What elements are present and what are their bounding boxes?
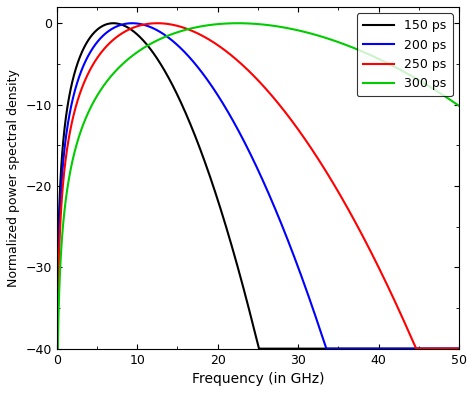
150 ps: [297, 346, 303, 351]
250 ps: [342, 201, 347, 206]
300 ps: [297, 28, 303, 33]
200 ps: [129, 21, 135, 26]
150 ps: [244, 299, 250, 304]
250 ps: [154, 21, 160, 26]
300 ps: [430, 86, 436, 91]
Line: 250 ps: 250 ps: [57, 23, 459, 349]
200 ps: [244, 145, 250, 150]
300 ps: [244, 21, 250, 26]
250 ps: [430, 346, 436, 351]
200 ps: [430, 346, 436, 351]
200 ps: [54, 346, 60, 351]
300 ps: [456, 103, 462, 108]
200 ps: [342, 346, 347, 351]
250 ps: [297, 130, 303, 134]
250 ps: [54, 346, 60, 351]
150 ps: [342, 346, 347, 351]
150 ps: [154, 56, 160, 61]
200 ps: [312, 312, 318, 317]
250 ps: [244, 67, 250, 72]
150 ps: [54, 346, 60, 351]
Legend: 150 ps, 200 ps, 250 ps, 300 ps: 150 ps, 200 ps, 250 ps, 300 ps: [357, 13, 453, 96]
300 ps: [342, 42, 347, 47]
200 ps: [154, 28, 160, 33]
150 ps: [110, 21, 116, 26]
Line: 200 ps: 200 ps: [57, 23, 459, 349]
Line: 300 ps: 300 ps: [57, 23, 459, 349]
250 ps: [155, 21, 160, 26]
150 ps: [312, 346, 318, 351]
200 ps: [297, 270, 303, 275]
250 ps: [312, 152, 318, 156]
300 ps: [154, 38, 160, 43]
150 ps: [430, 346, 436, 351]
300 ps: [312, 32, 318, 37]
300 ps: [235, 21, 241, 26]
300 ps: [54, 346, 60, 351]
X-axis label: Frequency (in GHz): Frequency (in GHz): [191, 372, 324, 386]
250 ps: [456, 346, 462, 351]
200 ps: [456, 346, 462, 351]
150 ps: [456, 346, 462, 351]
Y-axis label: Normalized power spectral density: Normalized power spectral density: [7, 69, 20, 287]
Line: 150 ps: 150 ps: [57, 23, 459, 349]
